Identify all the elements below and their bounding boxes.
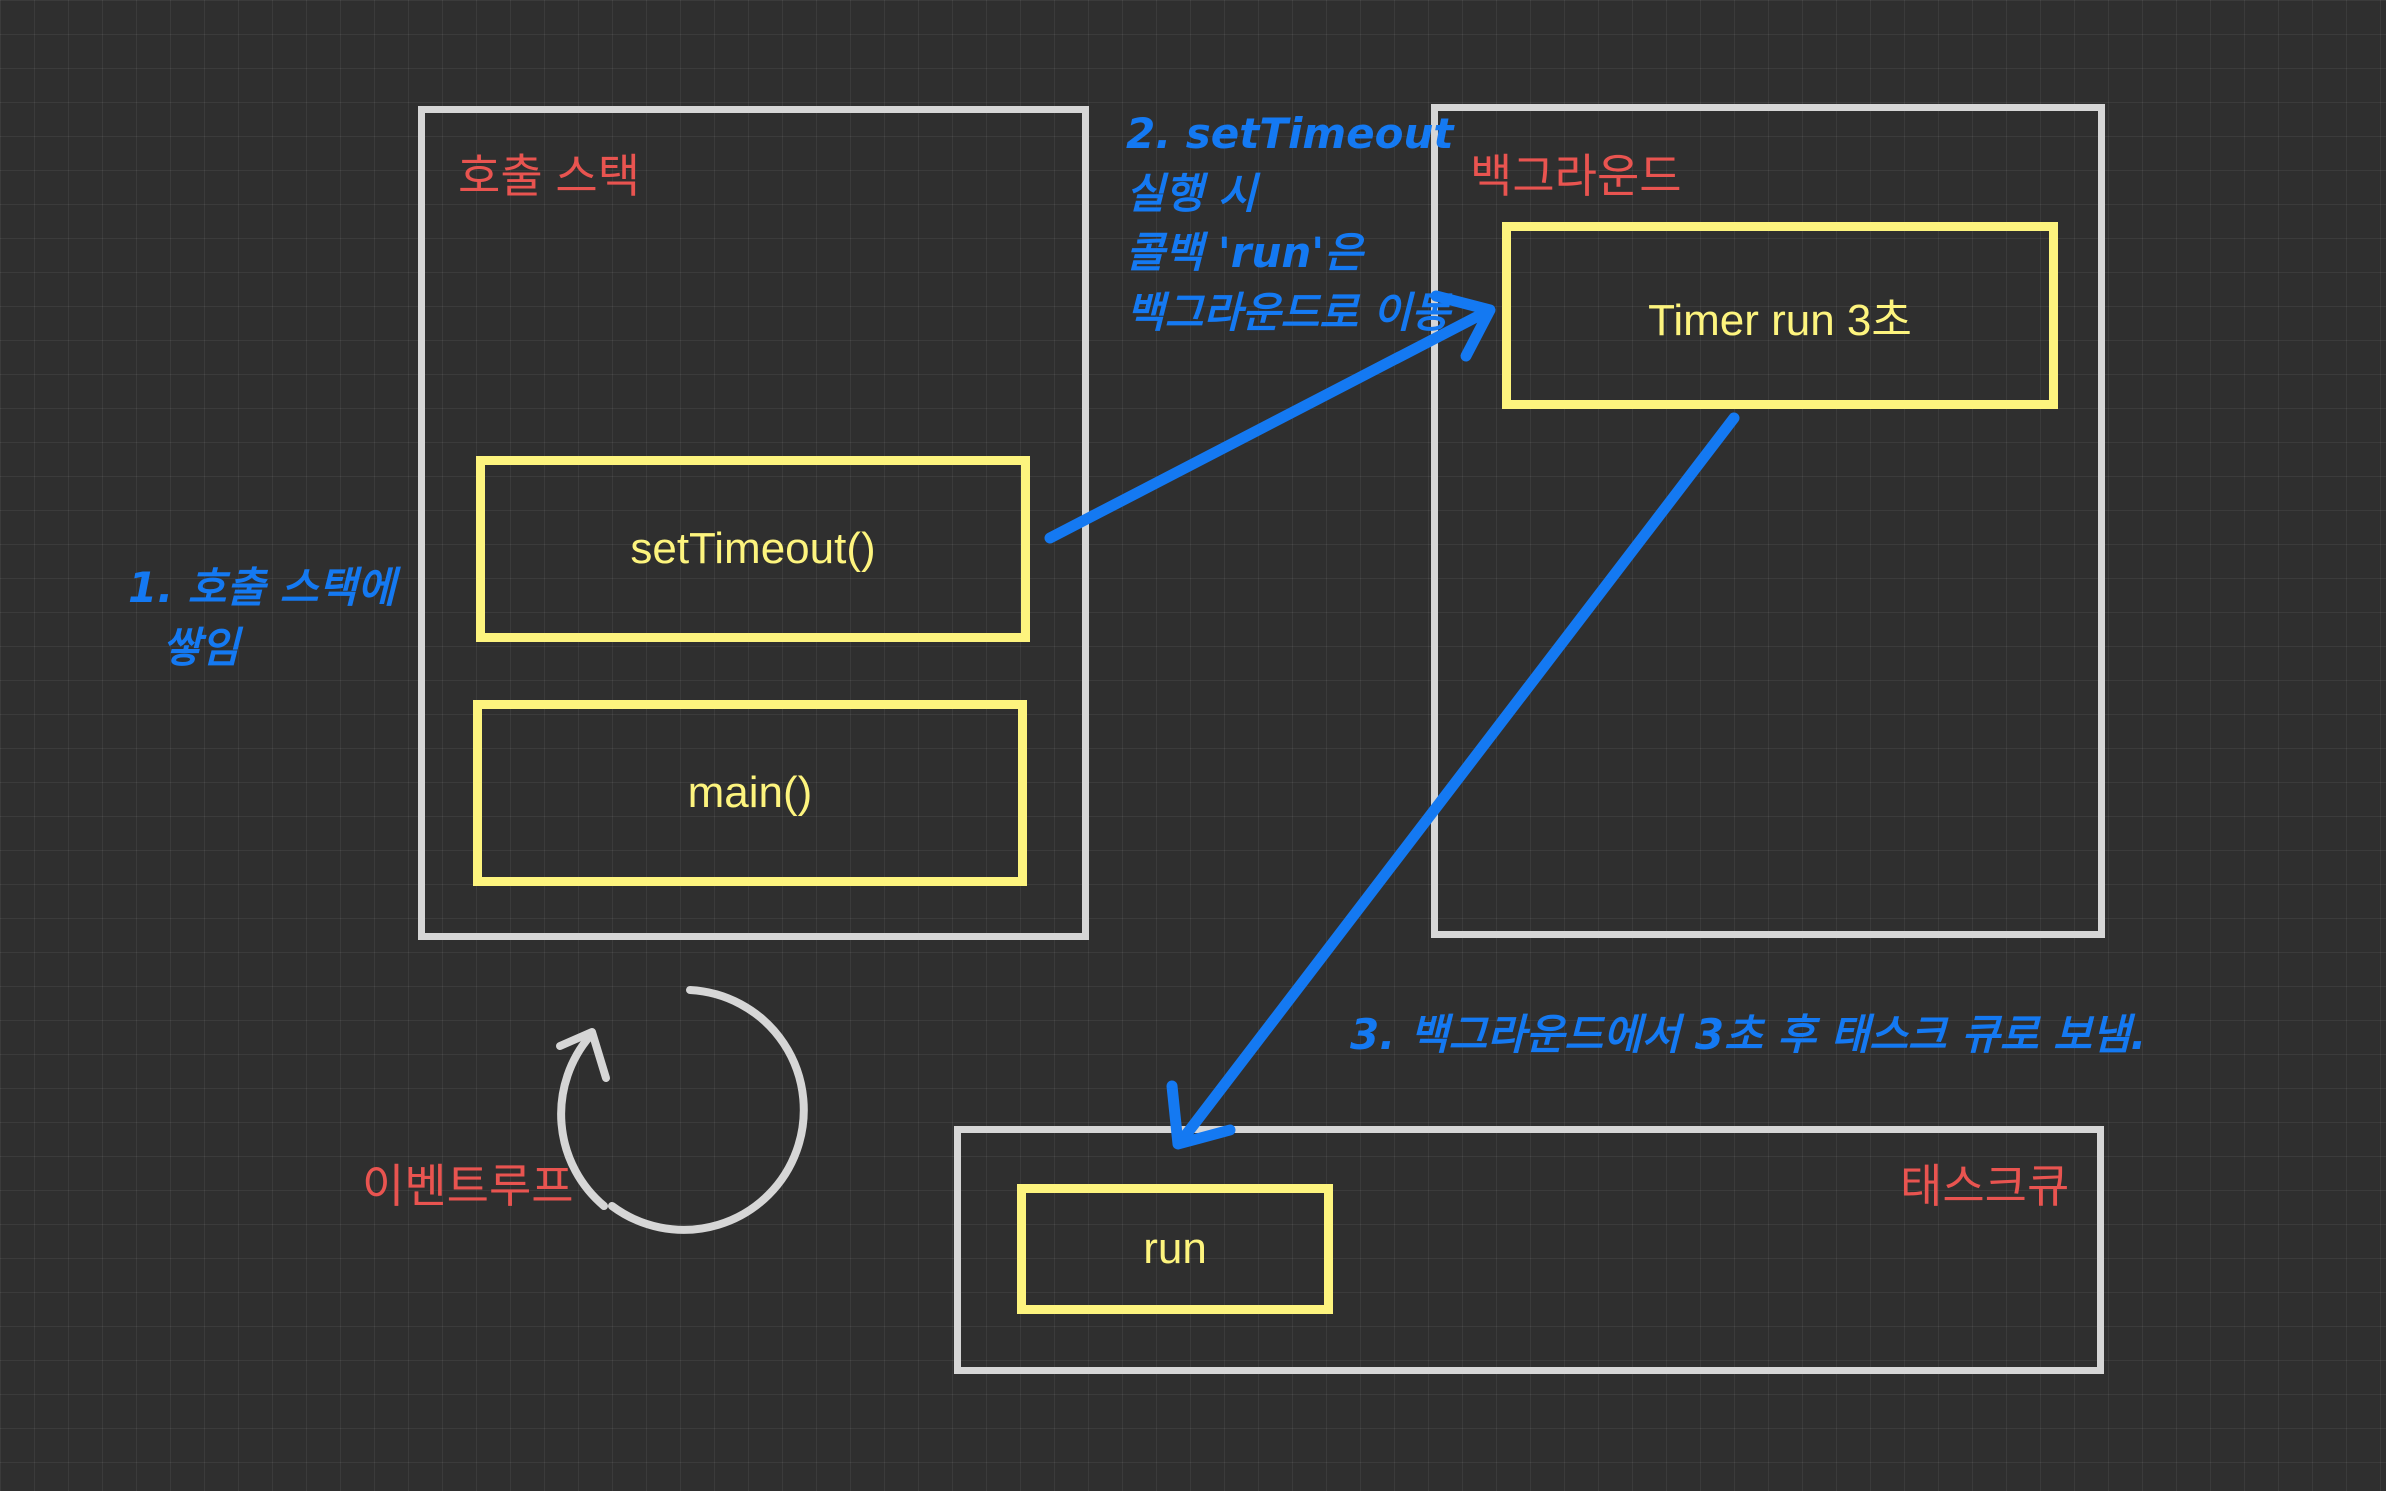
arrow-background-to-task-queue <box>1166 412 1740 1150</box>
queue-item-run: run <box>1017 1184 1333 1314</box>
step1-line-1: 1. 호출 스택에 <box>128 563 396 612</box>
step2-line-4: 백그라운드로 이동 <box>1126 287 1450 337</box>
step1-note: 1. 호출 스택에 쌓임 <box>128 558 396 677</box>
background-label: 백그라운드 <box>1470 150 1682 202</box>
background-panel <box>1431 104 2105 938</box>
task-queue-label: 태스크큐 <box>1900 1160 2070 1212</box>
event-loop-cycle-icon <box>556 986 808 1234</box>
stack-frame-settimeout: setTimeout() <box>476 456 1030 642</box>
step2-note: 2. setTimeout 실행 시 콜백 'run'은 백그라운드로 이동 <box>1126 104 1454 343</box>
call-stack-label: 호출 스택 <box>458 150 641 202</box>
step2-line-1: 2. setTimeout <box>1126 109 1454 158</box>
step2-line-3: 콜백 'run'은 <box>1126 228 1363 278</box>
step3-note: 3. 백그라운드에서 3초 후 태스크 큐로 보냄. <box>1350 1010 2147 1059</box>
arrow-settimeout-to-background <box>1044 290 1496 544</box>
stack-frame-main: main() <box>473 700 1027 886</box>
event-loop-label: 이벤트루프 <box>362 1160 574 1212</box>
step1-line-2: 쌓임 <box>162 622 240 672</box>
timer-box: Timer run 3초 <box>1502 222 2058 409</box>
step2-line-2: 실행 시 <box>1126 168 1257 218</box>
task-queue-panel <box>954 1126 2104 1374</box>
